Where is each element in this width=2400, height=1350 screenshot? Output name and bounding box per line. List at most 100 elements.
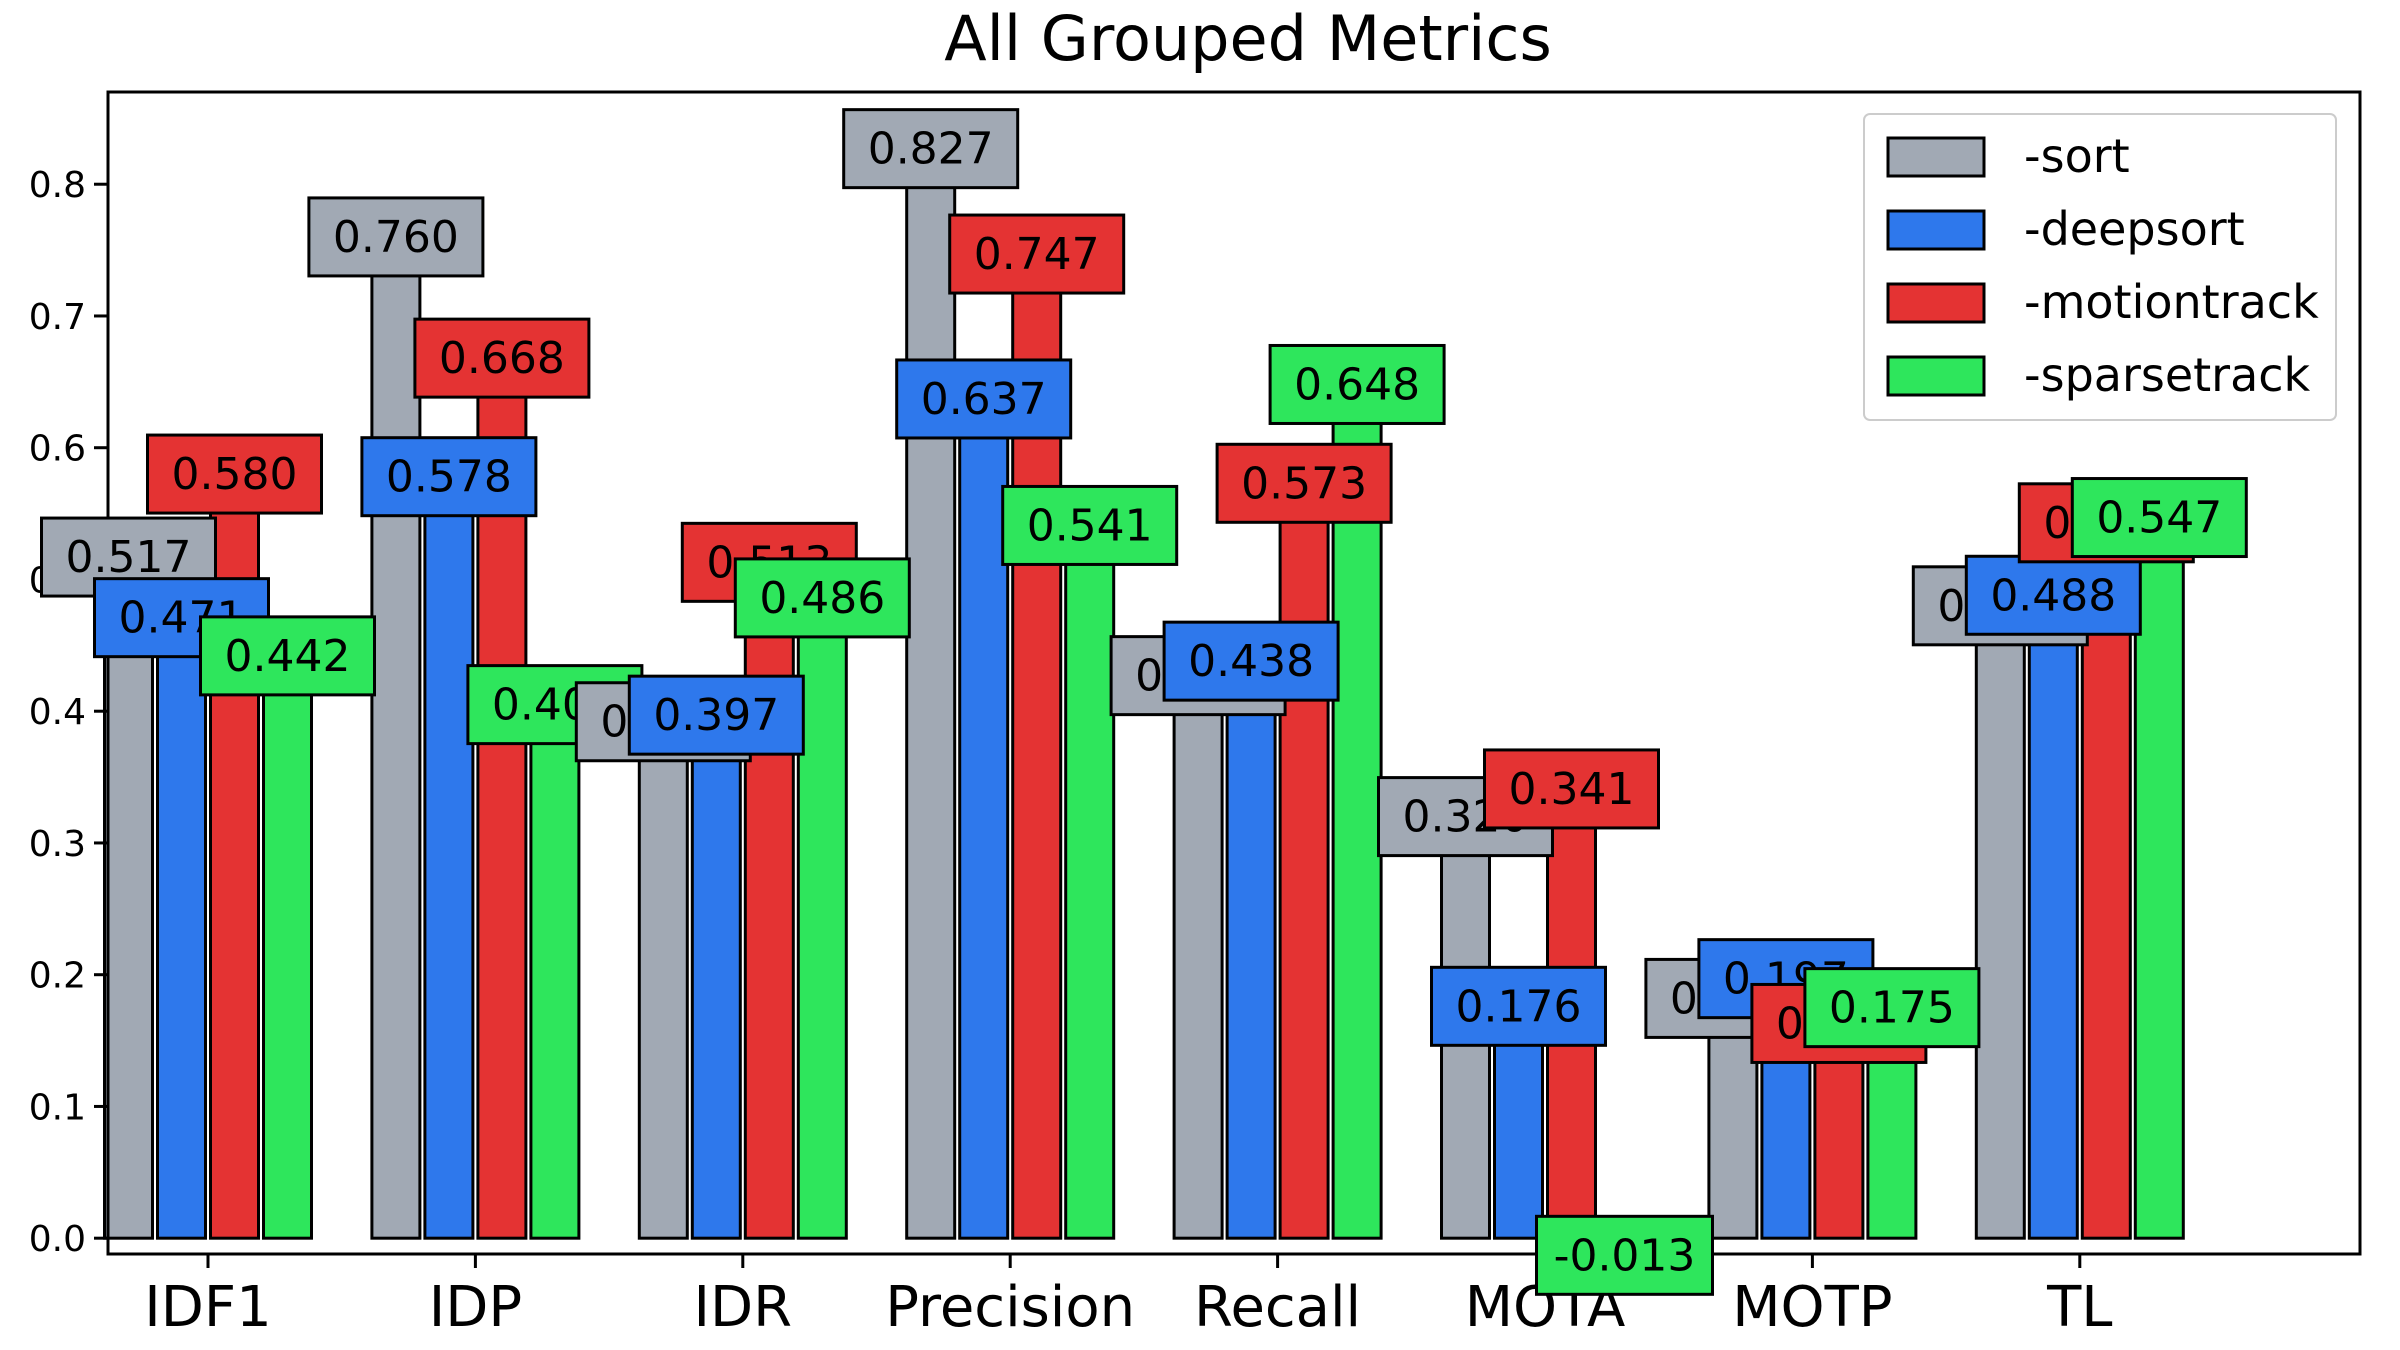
bar-idr-deepsort [690, 713, 742, 1240]
data-label-text: 0.747 [974, 229, 1100, 280]
data-label-text: 0.827 [868, 124, 994, 175]
x-tick-label: IDP [429, 1275, 522, 1340]
bar-idf1-sparsetrack [262, 654, 313, 1240]
legend-frame [1863, 113, 2337, 421]
legend: -sort -deepsort -motiontrack -sparsetrack [1863, 113, 2337, 421]
data-label-text: -0.013 [1554, 1230, 1696, 1281]
data-label-box [1803, 967, 1981, 1049]
legend-label: -motiontrack [2024, 275, 2319, 329]
data-label-box [627, 674, 805, 756]
data-label-box [842, 108, 1020, 190]
bar-idp-deepsort [423, 475, 475, 1240]
data-label-text: 0.397 [653, 690, 779, 741]
data-label: 0.827 [842, 108, 1020, 190]
y-tick-label: 0.0 [29, 1219, 86, 1260]
data-label-box [895, 358, 1073, 440]
data-label-box [360, 436, 538, 518]
data-label-text: 0.668 [439, 333, 565, 384]
data-label-text: 0.541 [1027, 500, 1153, 551]
data-label-box [1215, 442, 1393, 524]
bar-recall-sparsetrack [1331, 382, 1383, 1240]
data-label: 0.397 [627, 674, 805, 756]
data-label-box [1483, 748, 1660, 830]
data-label: 0.747 [948, 213, 1126, 295]
y-tick-label: 0.8 [29, 165, 86, 206]
data-label: 0.341 [1483, 748, 1660, 830]
legend-swatch [1886, 209, 1986, 251]
bar-tl-sparsetrack [2133, 516, 2185, 1240]
data-label-text: 0.175 [1829, 983, 1955, 1034]
data-label-box [1001, 484, 1179, 566]
bar-idp-sort [370, 235, 422, 1240]
data-label: 0.438 [1162, 620, 1340, 702]
y-tick-label: 0.6 [29, 429, 86, 470]
data-label: 0.175 [1803, 967, 1981, 1049]
data-label-text: 0.442 [225, 631, 351, 682]
bar-tl-sort [1974, 604, 2026, 1240]
axes-layer: 0.00.10.20.30.40.50.60.70.8IDF1IDPIDRPre… [29, 165, 2113, 1340]
bar-idr-sort [637, 720, 689, 1240]
data-label-box [307, 196, 485, 278]
bar-idr-motiontrack [743, 560, 795, 1240]
data-label-box [1535, 1214, 1714, 1296]
bar-idf1-deepsort [156, 616, 207, 1240]
chart-title: All Grouped Metrics [944, 2, 1552, 75]
data-label: 0.176 [1430, 965, 1607, 1047]
data-label: 0.442 [199, 615, 376, 697]
data-label-text: 0.573 [1241, 458, 1367, 509]
data-label-box [413, 317, 591, 399]
data-label: 0.547 [2070, 477, 2248, 559]
y-tick-label: 0.7 [29, 297, 86, 338]
data-label: 0.573 [1215, 442, 1393, 524]
y-tick-label: 0.1 [29, 1087, 86, 1128]
data-label: 0.486 [733, 557, 911, 639]
data-label: 0.578 [360, 436, 538, 518]
y-tick-label: 0.3 [29, 824, 86, 865]
plot-frame [106, 90, 2362, 1256]
bar-recall-deepsort [1225, 659, 1277, 1240]
data-label-text: 0.438 [1188, 636, 1314, 687]
data-label-text: 0.488 [1990, 570, 2116, 621]
data-label-text: 0.341 [1509, 764, 1635, 815]
bar-recall-motiontrack [1278, 481, 1330, 1240]
data-label-text: 0.486 [759, 573, 885, 624]
legend-swatch [1886, 136, 1986, 178]
legend-swatch [1886, 282, 1986, 324]
data-label-text: 0.760 [333, 212, 459, 263]
data-label: 0.580 [146, 433, 323, 515]
data-label-box [2070, 477, 2248, 559]
x-tick-label: MOTP [1732, 1275, 1892, 1340]
bar-idp-sparsetrack [529, 703, 581, 1240]
legend-label: -sparsetrack [2024, 348, 2311, 402]
bar-precision-sparsetrack [1064, 523, 1116, 1240]
data-label-text: 0.578 [386, 452, 512, 503]
data-label: 0.488 [1964, 554, 2142, 636]
data-label: -0.013 [1535, 1214, 1714, 1296]
legend-label: -deepsort [2024, 202, 2245, 256]
bar-recall-sort [1172, 674, 1224, 1240]
data-label-box [1162, 620, 1340, 702]
y-tick-label: 0.4 [29, 692, 86, 733]
bar-tl-deepsort [2027, 593, 2079, 1240]
data-label-box [1268, 343, 1446, 425]
x-tick-label: Recall [1194, 1275, 1361, 1340]
data-label-text: 0.580 [172, 449, 298, 500]
bar-precision-sort [905, 147, 957, 1240]
data-label: 0.541 [1001, 484, 1179, 566]
legend-label: -sort [2024, 129, 2130, 183]
x-tick-label: TL [2046, 1275, 2112, 1340]
data-label: 0.648 [1268, 343, 1446, 425]
bar-idf1-sort [103, 555, 154, 1240]
x-tick-label: IDR [694, 1275, 793, 1340]
data-label-box [199, 615, 376, 697]
data-label-text: 0.637 [921, 374, 1047, 425]
data-label-text: 0.547 [2096, 493, 2222, 544]
data-label-box [948, 213, 1126, 295]
data-label-box [733, 557, 911, 639]
data-label-box [1430, 965, 1607, 1047]
data-label: 0.637 [895, 358, 1073, 440]
x-tick-label: IDF1 [144, 1275, 271, 1340]
data-label: 0.668 [413, 317, 591, 399]
legend-swatch [1886, 355, 1986, 397]
